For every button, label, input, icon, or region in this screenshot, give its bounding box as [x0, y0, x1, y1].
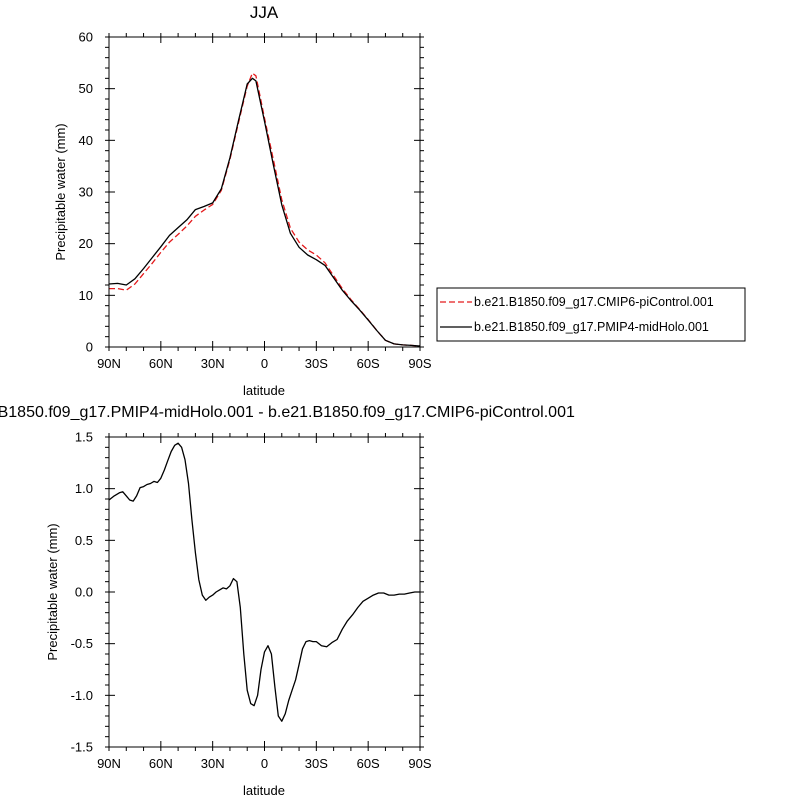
panel-2-series-1-line — [108, 442, 420, 722]
panel-1-axes: 90N 60N 30N 0 30S 60S 90S 0 10 20 30 40 50 60 — [79, 30, 432, 372]
panel-1-x-tick-label: 30N — [201, 356, 225, 371]
panel-1-y-tick-label: 60 — [79, 30, 93, 45]
panel-1-x-tick-label: 90S — [408, 356, 431, 371]
panel-2-y-tick-label: 0.5 — [75, 533, 93, 548]
panel-1-x-tick-label: 0 — [261, 356, 268, 371]
panel-1-y-tick-label: 0 — [86, 340, 93, 355]
panel-1-y-tick-label: 10 — [79, 288, 93, 303]
panel-2-x-tick-label: 60N — [149, 756, 173, 771]
panel-1-y-tick-label: 30 — [79, 185, 93, 200]
panel-1-series-2-line — [108, 77, 421, 347]
panel-2-y-tick-label: -1.0 — [71, 688, 93, 703]
legend-box — [436, 287, 746, 342]
panel-2-y-axis-label: Precipitable water (mm) — [45, 523, 60, 660]
panel-1-x-tick-label: 30S — [305, 356, 328, 371]
panel-2-title: b.e21.B1850.f09_g17.PMIP4-midHolo.001 - … — [0, 404, 575, 421]
legend-label-picontrol: b.e21.B1850.f09_g17.CMIP6-piControl.001 — [474, 295, 714, 309]
panel-1-x-axis-label: latitude — [243, 383, 285, 398]
panel-2-x-tick-label: 90N — [97, 756, 121, 771]
panel-1-plot-area — [108, 72, 421, 347]
panel-2-axes: 90N 60N 30N 0 30S 60S 90S -1.5 -1.0 -0.5 0.0 0.5 1.0… — [71, 430, 432, 772]
panel-2-y-tick-label: 0.0 — [75, 585, 93, 600]
panel-2-x-tick-label: 90S — [408, 756, 431, 771]
legend-label-midholo: b.e21.B1850.f09_g17.PMIP4-midHolo.001 — [474, 320, 709, 334]
panel-2-x-tick-label: 0 — [261, 756, 268, 771]
panel-2-x-tick-label: 60S — [357, 756, 380, 771]
panel-2-x-tick-label: 30N — [201, 756, 225, 771]
panel-2-y-tick-label: 1.0 — [75, 481, 93, 496]
panel-1-series-1-line — [109, 72, 421, 347]
panel-1: JJA 90N 60N 30N 0 30S 60S 90S 0 10 20 30 40 50 60 lat… — [53, 3, 746, 398]
panel-2-frame — [108, 436, 421, 748]
panel-1-y-tick-label: 40 — [79, 133, 93, 148]
legend: b.e21.B1850.f09_g17.CMIP6-piControl.001 … — [436, 287, 746, 342]
panel-1-x-tick-label: 90N — [97, 356, 121, 371]
panel-1-y-axis-label: Precipitable water (mm) — [53, 123, 68, 260]
panel-2-x-axis-label: latitude — [243, 783, 285, 798]
panel-2-y-tick-label: -0.5 — [71, 636, 93, 651]
panel-1-y-tick-label: 20 — [79, 236, 93, 251]
panel-1-x-tick-label: 60N — [149, 356, 173, 371]
panel-1-x-tick-label: 60S — [357, 356, 380, 371]
panel-2-y-tick-label: 1.5 — [75, 430, 93, 445]
panel-2: b.e21.B1850.f09_g17.PMIP4-midHolo.001 - … — [0, 404, 575, 798]
panel-2-y-tick-label: -1.5 — [71, 740, 93, 755]
panel-1-y-tick-label: 50 — [79, 81, 93, 96]
panel-1-title: JJA — [250, 3, 279, 22]
panel-2-x-tick-label: 30S — [305, 756, 328, 771]
panel-2-plot-area — [108, 442, 420, 722]
panel-1-frame — [108, 36, 421, 348]
